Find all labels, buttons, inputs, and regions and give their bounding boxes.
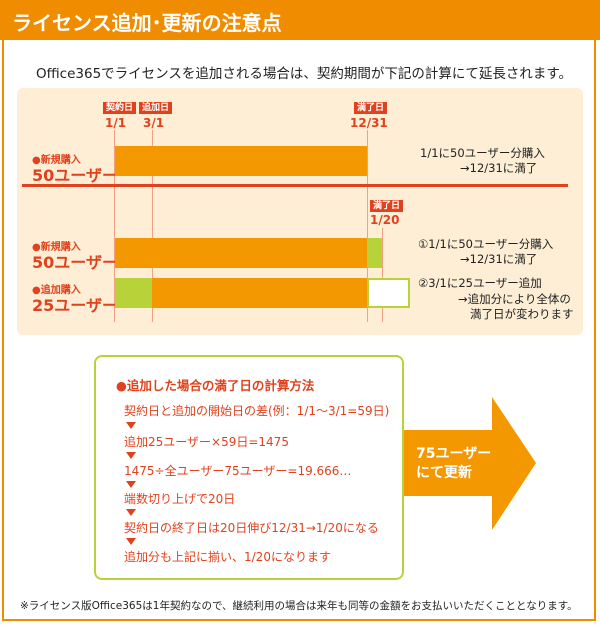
footnote: ※ライセンス版Office365は1年契約なので、継続利用の場合は来年も同等の金… <box>20 600 578 612</box>
scenario2-row1-label-big: 50ユーザー <box>32 253 118 272</box>
add-date: 3/1 <box>143 116 165 130</box>
page-title: ライセンス追加･更新の注意点 <box>12 11 282 35</box>
scenario2-note-b1: ②3/1に25ユーザー追加 <box>418 276 542 290</box>
new-end-date: 1/20 <box>370 213 400 227</box>
contract-date: 1/1 <box>105 116 127 130</box>
calc-step-4: 端数切り上げで20日 <box>124 492 236 506</box>
end-guide-line <box>367 130 368 322</box>
scenario2-row2-overlap <box>115 278 152 308</box>
scenario2-note-b3: 満了日が変わります <box>470 307 574 321</box>
scenario1-label-big: 50ユーザー <box>32 166 118 185</box>
scenario2-row1-bar <box>115 238 367 268</box>
scenario2-row1-extension <box>367 238 382 268</box>
header-bar: ライセンス追加･更新の注意点 <box>0 0 600 40</box>
calc-step-3: 1475÷全ユーザー75ユーザー=19.666… <box>124 464 352 478</box>
step-arrow-icon <box>126 422 136 429</box>
contract-guide-line <box>114 130 115 322</box>
calculation-box: ●追加した場合の満了日の計算方法 契約日と追加の開始日の差(例：1/1～3/1=… <box>94 355 404 580</box>
step-arrow-icon <box>126 481 136 488</box>
content-frame <box>2 40 596 621</box>
scenario2-row2-bar <box>152 278 367 308</box>
new-end-guide-line <box>382 228 383 322</box>
scenario1-bar <box>115 146 367 176</box>
scenario2-row2-extension <box>367 278 410 308</box>
scenario2-note-a2: →12/31に満了 <box>460 252 538 266</box>
section-divider <box>22 184 568 187</box>
scenario2-row2-label-big: 25ユーザー <box>32 296 118 315</box>
scenario2-note-a1: ①1/1に50ユーザー分購入 <box>418 237 554 251</box>
scenario2-row1-label-small: ●新規購入 <box>32 242 81 253</box>
scenario1-label-small: ●新規購入 <box>32 155 81 166</box>
end-date: 12/31 <box>350 116 388 130</box>
renewal-arrow-line-1: 75ユーザー <box>416 446 492 462</box>
add-guide-line <box>152 130 153 322</box>
step-arrow-icon <box>126 538 136 545</box>
step-arrow-icon <box>126 509 136 516</box>
scenario1-note-2: →12/31に満了 <box>460 161 538 175</box>
contract-date-tag: 契約日 <box>103 102 137 114</box>
calc-step-5: 契約日の終了日は20日伸び12/31→1/20になる <box>124 521 379 535</box>
scenario2-row2-label-small: ●追加購入 <box>32 285 81 296</box>
renewal-arrow-line-2: にて更新 <box>416 465 472 481</box>
renewal-arrow-icon <box>404 397 536 530</box>
calc-step-1: 契約日と追加の開始日の差(例：1/1～3/1=59日) <box>124 404 390 418</box>
new-end-date-tag: 満了日 <box>370 200 404 212</box>
end-date-tag: 満了日 <box>354 102 388 114</box>
renewal-arrow-text: 75ユーザー にて更新 <box>416 445 491 483</box>
scenario1-note-1: 1/1に50ユーザー分購入 <box>420 146 545 160</box>
step-arrow-icon <box>126 452 136 459</box>
calc-step-2: 追加25ユーザー×59日=1475 <box>124 435 289 449</box>
intro-text: Office365でライセンスを追加される場合は、契約期間が下記の計算にて延長さ… <box>36 66 573 82</box>
scenario2-note-b2: →追加分により全体の <box>458 292 571 306</box>
add-date-tag: 追加日 <box>139 102 173 114</box>
calc-step-6: 追加分も上記に揃い、1/20になります <box>124 550 331 564</box>
calculation-title: ●追加した場合の満了日の計算方法 <box>116 378 315 393</box>
